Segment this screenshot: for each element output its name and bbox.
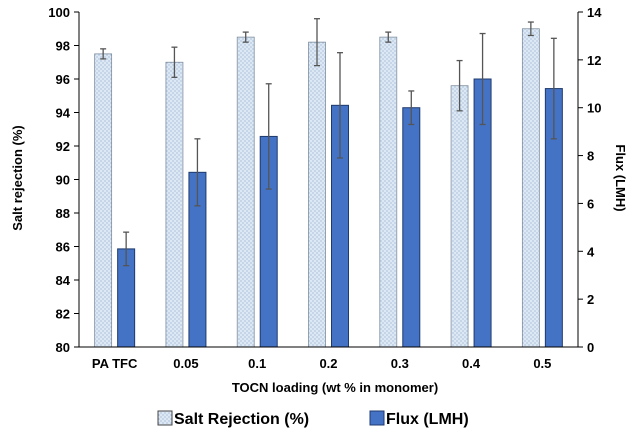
- y2-tick-label: 2: [587, 292, 594, 307]
- y-tick-label: 92: [56, 139, 70, 154]
- legend-label-salt-rejection: Salt Rejection (%): [174, 411, 309, 428]
- y-tick-label: 96: [56, 72, 70, 87]
- x-tick-label: 0.2: [319, 356, 337, 371]
- y2-tick-label: 8: [587, 149, 594, 164]
- x-tick-label: 0.3: [391, 356, 409, 371]
- legend-label-flux: Flux (LMH): [386, 411, 469, 428]
- y-tick-label: 94: [56, 106, 71, 121]
- y-axis-title: Salt rejection (%): [10, 125, 25, 230]
- y-tick-label: 90: [56, 173, 70, 188]
- y-tick-label: 98: [56, 39, 70, 54]
- x-axis-title: TOCN loading (wt % in monomer): [232, 380, 438, 395]
- x-tick-label: 0.05: [173, 356, 198, 371]
- legend: Salt Rejection (%) Flux (LMH): [157, 410, 469, 428]
- y-tick-label: 82: [56, 307, 70, 322]
- y-tick-label: 88: [56, 206, 70, 221]
- y2-tick-label: 10: [587, 101, 601, 116]
- legend-swatch-salt-rejection: [157, 410, 173, 426]
- y2-tick-label: 4: [587, 244, 595, 259]
- axes-layer: [78, 12, 579, 348]
- x-tick-label: 0.4: [462, 356, 481, 371]
- y2-tick-label: 6: [587, 196, 594, 211]
- y-tick-label: 80: [56, 340, 70, 355]
- bar-salt-rejection: [165, 61, 184, 348]
- x-tick-label: 0.5: [533, 356, 551, 371]
- x-tick-label: PA TFC: [92, 356, 138, 371]
- y2-tick-label: 0: [587, 340, 594, 355]
- bar-salt-rejection: [308, 41, 326, 348]
- bar-salt-rejection: [379, 36, 398, 348]
- ticks-layer: 80 82 84 86 88 90 92 94 96 98 100 0 2 4 6 8 10 12 14 PA TFC…: [48, 5, 602, 371]
- bar-salt-rejection: [450, 85, 469, 348]
- y2-axis-title: Flux (LMH): [613, 144, 628, 211]
- legend-swatch-flux: [369, 410, 385, 426]
- bar-flux: [402, 107, 421, 348]
- bar-salt-rejection: [521, 28, 540, 348]
- y-tick-label: 100: [48, 5, 70, 20]
- bar-salt-rejection: [94, 53, 113, 348]
- y-tick-label: 86: [56, 240, 70, 255]
- bars-layer: [94, 18, 563, 348]
- y2-tick-label: 12: [587, 53, 601, 68]
- y2-tick-label: 14: [587, 5, 602, 20]
- bar-salt-rejection: [236, 36, 255, 348]
- y-tick-label: 84: [56, 273, 71, 288]
- x-tick-label: 0.1: [248, 356, 266, 371]
